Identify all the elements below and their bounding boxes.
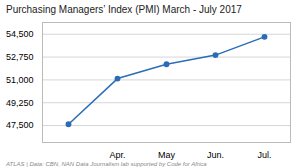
svg-text:47,500: 47,500: [6, 120, 34, 130]
svg-text:52,750: 52,750: [6, 52, 34, 62]
svg-text:Jun.: Jun.: [207, 150, 224, 160]
svg-text:49,250: 49,250: [6, 98, 34, 108]
svg-text:Apr.: Apr.: [109, 150, 125, 160]
svg-text:Jul.: Jul.: [257, 150, 271, 160]
svg-text:54,500: 54,500: [6, 29, 34, 39]
svg-text:May: May: [158, 150, 176, 160]
svg-text:51,000: 51,000: [6, 75, 34, 85]
html-text:ATLAS | Data: CBN, NAN Data Jo: ATLAS | Data: CBN, NAN Data Journalism l…: [6, 161, 207, 167]
html-text:Purchasing Managers’ Index (PM: Purchasing Managers’ Index (PMI) March -…: [6, 4, 242, 15]
